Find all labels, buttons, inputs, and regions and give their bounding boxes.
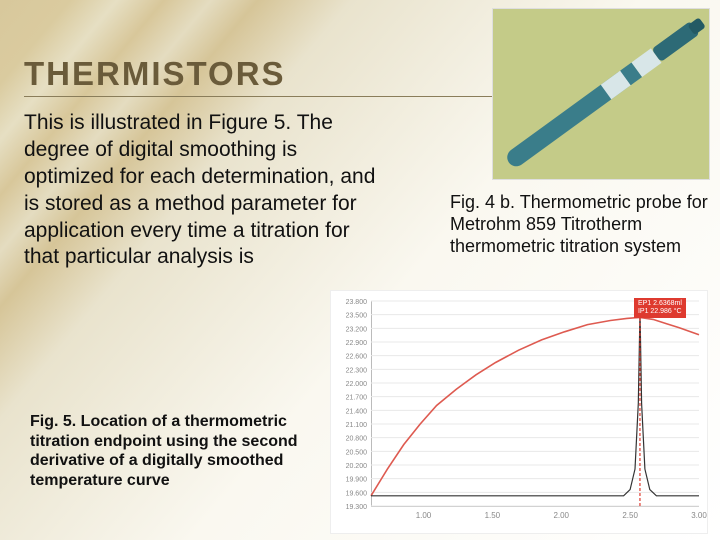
slide: THERMISTORS This is illustrated in Figur… — [0, 0, 720, 540]
body-paragraph: This is illustrated in Figure 5. The deg… — [24, 110, 384, 271]
fig4b-caption: Fig. 4 b. Thermometric probe for Metrohm… — [450, 192, 708, 258]
svg-text:22.600: 22.600 — [346, 354, 368, 361]
svg-text:23.800: 23.800 — [346, 299, 368, 306]
page-title: THERMISTORS — [24, 55, 286, 93]
fig5-chart: 23.800 23.500 23.200 22.900 22.600 22.300 22.0… — [330, 290, 708, 534]
svg-text:22.000: 22.000 — [346, 381, 368, 388]
svg-text:2.00: 2.00 — [553, 511, 569, 520]
svg-text:19.600: 19.600 — [346, 490, 368, 497]
svg-text:21.100: 21.100 — [346, 422, 368, 429]
svg-text:1.00: 1.00 — [416, 511, 432, 520]
svg-text:21.400: 21.400 — [346, 408, 368, 415]
probe-svg — [493, 9, 711, 181]
svg-text:22.900: 22.900 — [346, 340, 368, 347]
svg-text:2.50: 2.50 — [622, 511, 638, 520]
chart-svg: 23.800 23.500 23.200 22.900 22.600 22.300 22.0… — [331, 291, 709, 535]
chart-peak-label: EP1 2.6368mlIP1 22.986 °C — [634, 298, 686, 318]
svg-text:3.00: 3.00 — [691, 511, 707, 520]
svg-text:23.200: 23.200 — [346, 326, 368, 333]
svg-text:19.300: 19.300 — [346, 504, 368, 511]
svg-text:22.300: 22.300 — [346, 367, 368, 374]
svg-text:20.800: 20.800 — [346, 436, 368, 443]
svg-text:19.900: 19.900 — [346, 477, 368, 484]
svg-text:20.500: 20.500 — [346, 449, 368, 456]
svg-text:23.500: 23.500 — [346, 313, 368, 320]
probe-image — [492, 8, 710, 180]
svg-text:20.200: 20.200 — [346, 463, 368, 470]
svg-text:21.700: 21.700 — [346, 395, 368, 402]
svg-text:1.50: 1.50 — [485, 511, 501, 520]
fig5-caption: Fig. 5. Location of a thermometric titra… — [30, 412, 305, 490]
